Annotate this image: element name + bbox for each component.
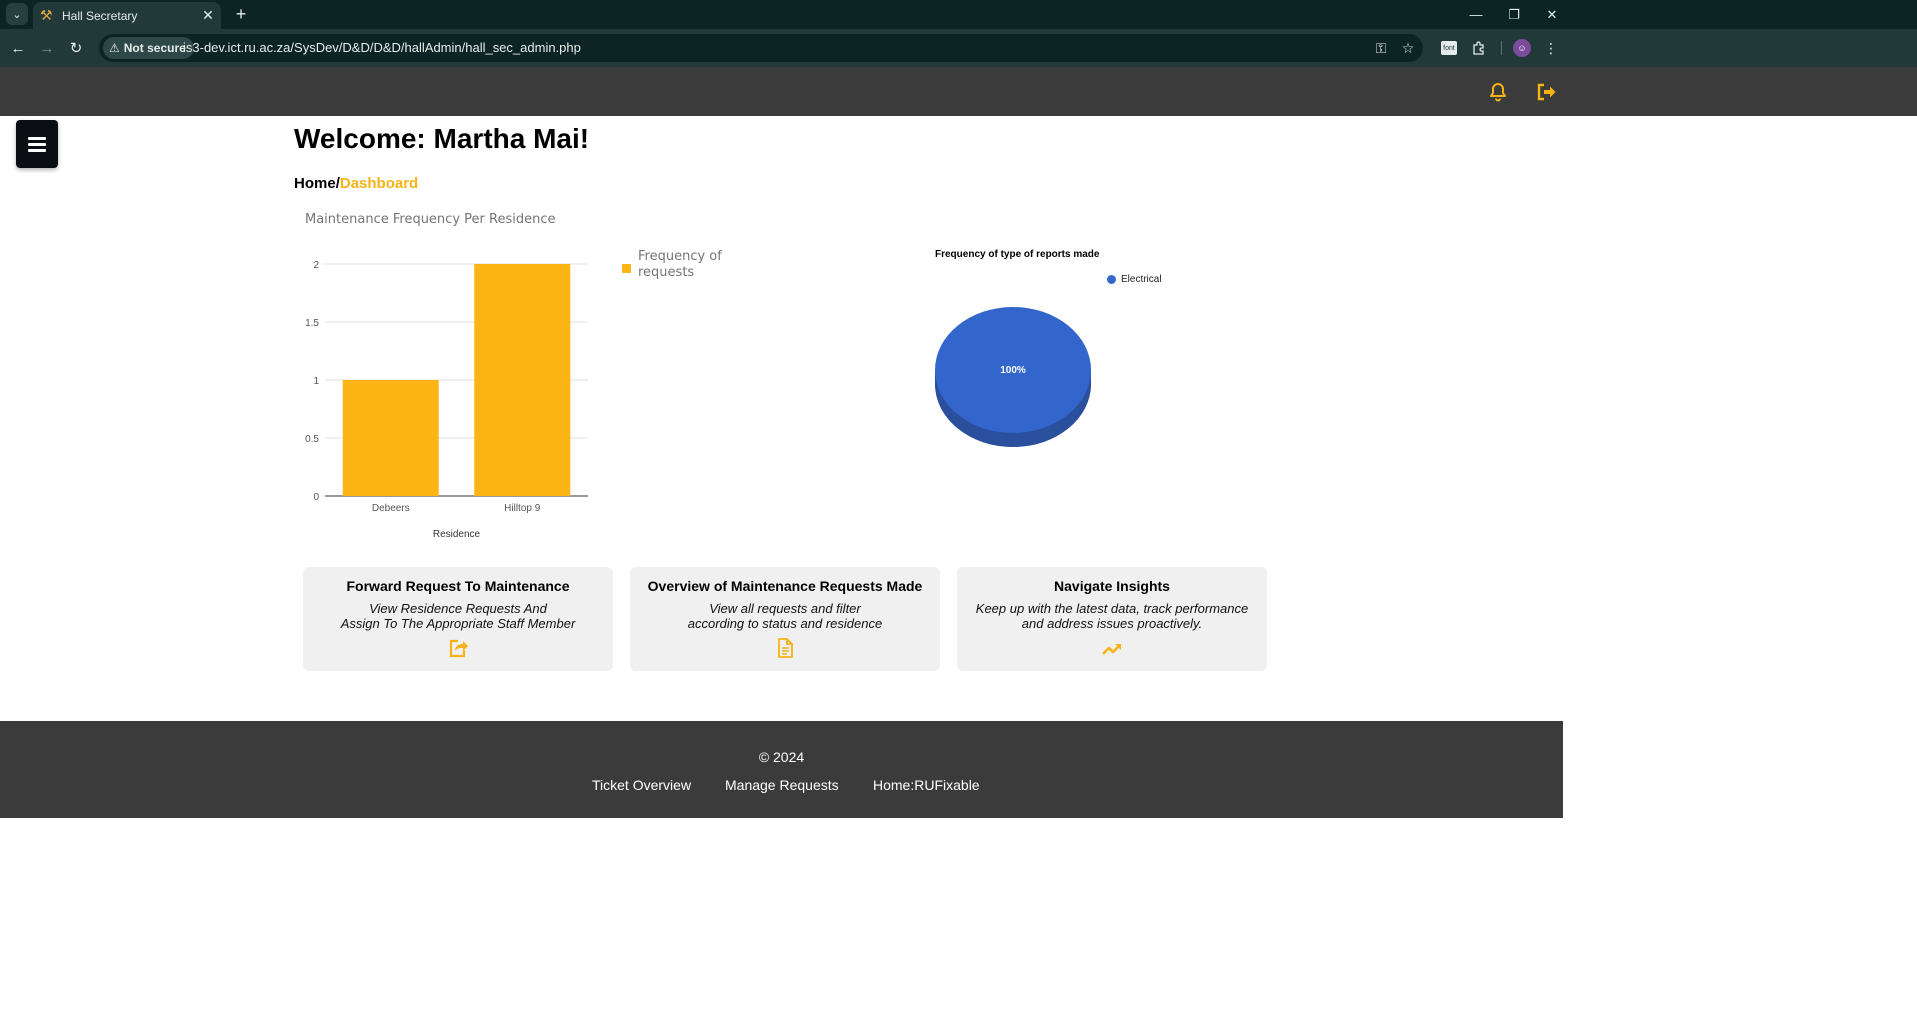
breadcrumb-current: Dashboard: [339, 175, 419, 192]
overview-requests-card[interactable]: Overview of Maintenance Requests Made Vi…: [630, 567, 940, 671]
pie-legend-label: Electrical: [1121, 274, 1162, 285]
back-button[interactable]: ←: [10, 39, 26, 57]
y-tick-label: 1.5: [305, 318, 319, 329]
footer: © 2024 Ticket Overview Manage Requests H…: [0, 721, 1563, 818]
minimize-button[interactable]: —: [1469, 7, 1483, 22]
legend-label: Frequency of requests: [638, 249, 722, 280]
document-icon: [778, 638, 793, 658]
welcome-heading: Welcome: Martha Mai!: [294, 123, 590, 154]
pie-slice-electrical[interactable]: [935, 307, 1091, 433]
card-description: Keep up with the latest data, track perf…: [975, 601, 1249, 631]
warning-icon: ⚠: [109, 41, 120, 55]
card-description: View all requests and filter according t…: [687, 601, 883, 631]
footer-link-ticket-overview[interactable]: Ticket Overview: [592, 777, 692, 793]
footer-link-home[interactable]: Home:RUFixable: [873, 777, 980, 793]
share-icon: [449, 639, 468, 658]
address-bar[interactable]: ⚠ Not secure is3-dev.ict.ru.ac.za/SysDev…: [99, 34, 1423, 62]
bookmark-star-icon[interactable]: ☆: [1401, 39, 1415, 56]
bell-notification-icon[interactable]: [1487, 81, 1509, 103]
tab-close-icon[interactable]: ✕: [202, 7, 214, 23]
bar-chart-legend: Frequency of requests: [622, 249, 738, 281]
logout-icon[interactable]: [1535, 81, 1557, 103]
card-title: Overview of Maintenance Requests Made: [647, 578, 923, 594]
browser-toolbar: ← → ↻ ⚠ Not secure is3-dev.ict.ru.ac.za/…: [0, 29, 1917, 67]
pie-slice-label: 100%: [1000, 365, 1026, 376]
hamburger-menu-button[interactable]: [16, 120, 58, 168]
restore-button[interactable]: ❐: [1508, 6, 1520, 22]
hamburger-icon: [28, 137, 46, 152]
x-axis-label: Residence: [433, 529, 481, 540]
forward-request-card[interactable]: Forward Request To Maintenance View Resi…: [303, 567, 613, 671]
bar-chart: 0 0.5 1 1.5 2 Debeers Hilltop 9 Residence: [305, 260, 588, 540]
bar-hilltop-9: [474, 264, 571, 496]
copyright-text: © 2024: [758, 749, 805, 765]
profile-avatar[interactable]: ☺: [1511, 37, 1533, 59]
y-tick-label: 0.5: [305, 434, 319, 445]
footer-link-manage-requests[interactable]: Manage Requests: [725, 777, 839, 793]
pie-chart-title: Frequency of type of reports made: [935, 249, 1100, 260]
breadcrumb-home-link[interactable]: Home: [294, 175, 336, 192]
url-text: is3-dev.ict.ru.ac.za/SysDev/D&D/D&D/hall…: [183, 40, 581, 55]
font-extension-icon[interactable]: font: [1438, 37, 1460, 59]
page-margin: [1563, 116, 1917, 1020]
navigate-insights-card[interactable]: Navigate Insights Keep up with the lates…: [957, 567, 1267, 671]
pie-chart-legend: Electrical: [1107, 274, 1162, 285]
card-title: Forward Request To Maintenance: [346, 578, 570, 594]
close-window-button[interactable]: ✕: [1546, 6, 1558, 22]
extensions-puzzle-icon[interactable]: [1468, 37, 1490, 59]
breadcrumb: Home/Dashboard: [294, 175, 418, 192]
card-title: Navigate Insights: [1054, 578, 1170, 594]
tab-title: Hall Secretary: [62, 8, 138, 23]
browser-tab[interactable]: ⚒ Hall Secretary ✕: [33, 2, 221, 29]
tools-favicon-icon: ⚒: [40, 7, 53, 23]
password-key-icon[interactable]: ⚿: [1375, 39, 1387, 56]
app-header: [0, 67, 1917, 116]
legend-swatch: [622, 264, 631, 273]
tab-search-button[interactable]: ⌄: [6, 3, 28, 25]
security-label: Not secure: [123, 41, 186, 55]
y-tick-label: 1: [313, 376, 319, 387]
pie-legend-dot: [1107, 275, 1116, 284]
new-tab-button[interactable]: +: [235, 3, 247, 24]
toolbar-divider: [1501, 41, 1502, 55]
reload-button[interactable]: ↻: [69, 40, 83, 57]
bar-chart-title: Maintenance Frequency Per Residence: [305, 212, 556, 227]
pie-chart: 100%: [935, 307, 1091, 447]
x-tick-label: Hilltop 9: [504, 503, 541, 514]
browser-tab-bar: ⌄ ⚒ Hall Secretary ✕ + — ❐ ✕: [0, 0, 1917, 29]
forward-button[interactable]: →: [39, 39, 55, 57]
bar-debeers: [342, 380, 439, 496]
y-tick-label: 2: [313, 260, 319, 271]
card-description: View Residence Requests And Assign To Th…: [340, 601, 576, 631]
security-chip[interactable]: ⚠ Not secure: [103, 37, 194, 59]
browser-menu-icon[interactable]: ⋮: [1544, 39, 1558, 56]
x-tick-label: Debeers: [372, 503, 410, 514]
y-tick-label: 0: [313, 492, 319, 503]
trending-up-icon: [1102, 644, 1121, 655]
breadcrumb-separator: /: [335, 175, 340, 192]
